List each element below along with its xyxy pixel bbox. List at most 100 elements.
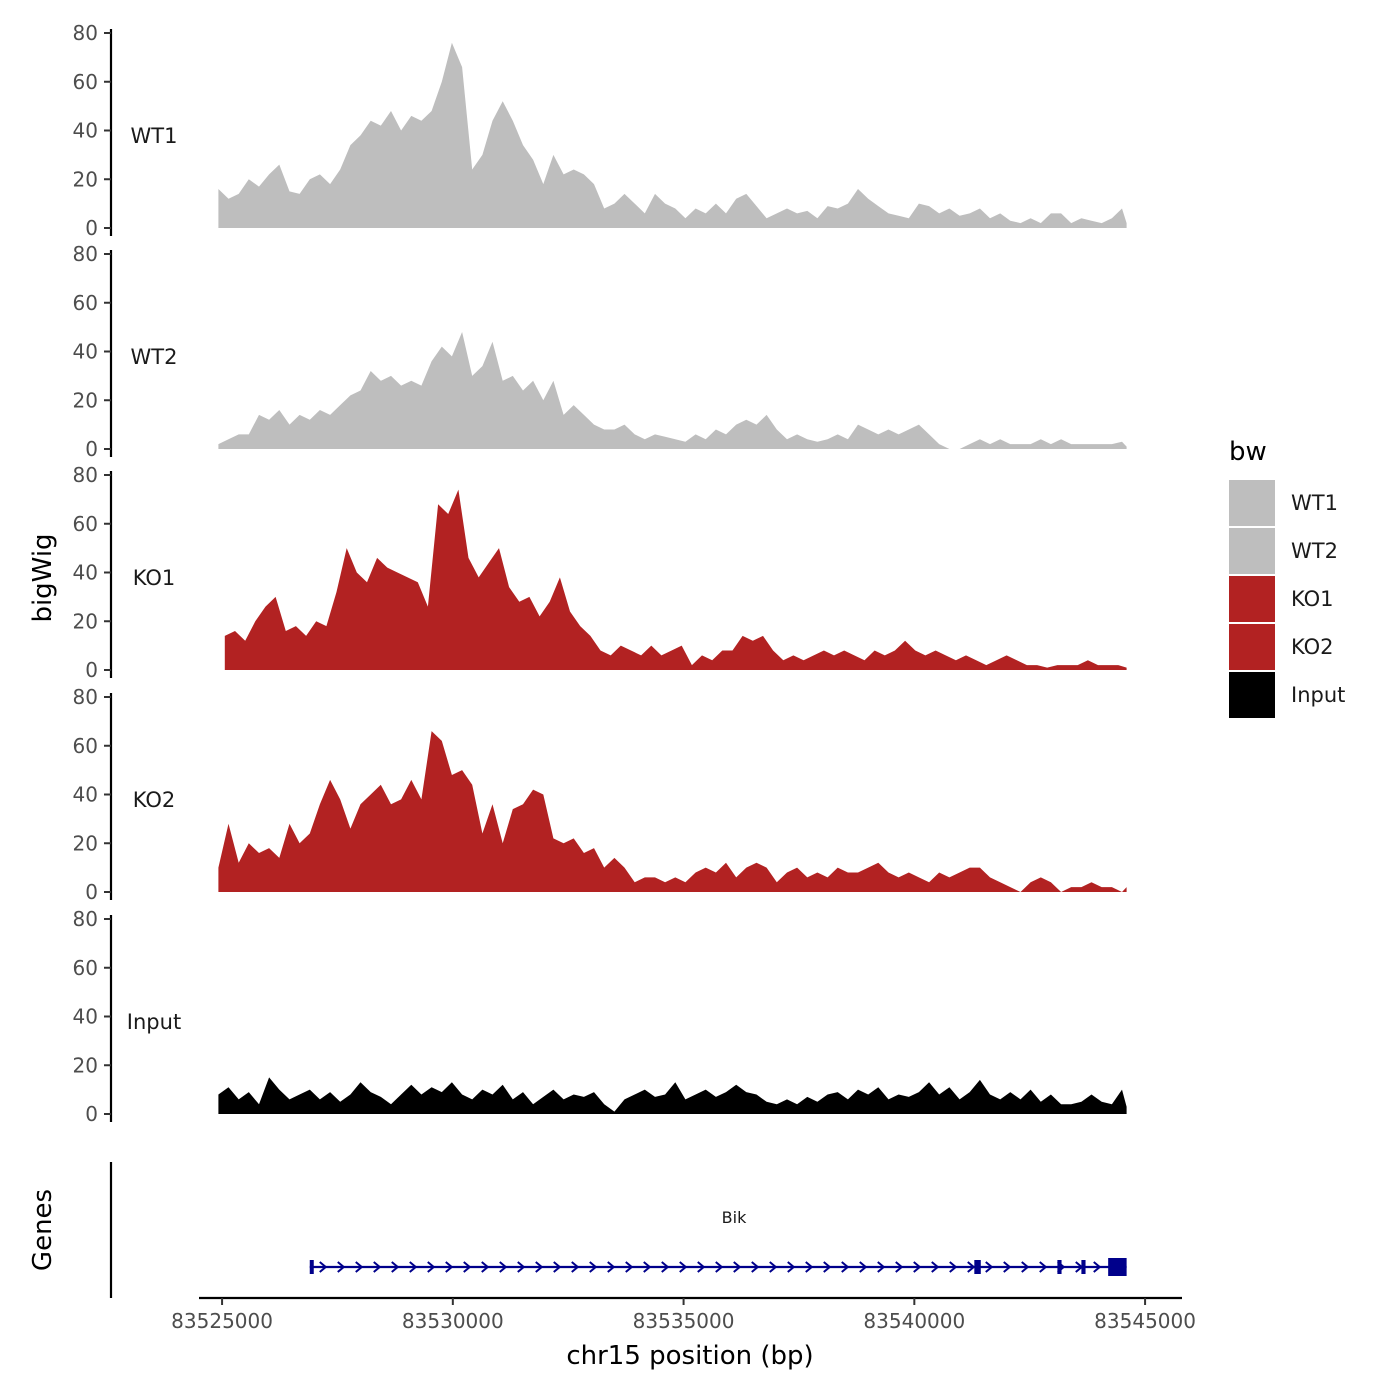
- gene-track: Genes Bik: [28, 1162, 1127, 1298]
- track-wt1: 0 20 40 60 80 WT1: [73, 21, 1127, 240]
- y-tick-label: 20: [73, 167, 98, 191]
- strand-arrow: [715, 1261, 724, 1273]
- y-tick-label: 80: [73, 21, 98, 45]
- strand-arrow: [787, 1261, 796, 1273]
- strand-arrow: [445, 1261, 454, 1273]
- strand-arrow: [1003, 1261, 1012, 1273]
- strand-arrow: [427, 1261, 436, 1273]
- strand-arrow: [931, 1261, 940, 1273]
- strand-arrow: [319, 1261, 328, 1273]
- strand-arrow: [751, 1261, 760, 1273]
- area-input: [218, 1077, 1127, 1114]
- legend-label-wt2: WT2: [1291, 539, 1338, 563]
- strand-arrow: [625, 1261, 634, 1273]
- strand-arrow: [499, 1261, 508, 1273]
- strand-arrow: [589, 1261, 598, 1273]
- legend-key-wt2: [1229, 528, 1275, 574]
- track-label-wt2: WT2: [131, 345, 178, 369]
- y-tick-label: 0: [85, 437, 98, 461]
- y-tick-label: 60: [73, 512, 98, 536]
- area-ko1: [224, 489, 1127, 670]
- strand-arrow: [841, 1261, 850, 1273]
- strand-arrow: [877, 1261, 886, 1273]
- legend-title: bw: [1229, 437, 1267, 467]
- track-label-input: Input: [127, 1010, 181, 1034]
- track-ko1: 0 20 40 60 80 KO1: [73, 463, 1127, 682]
- area-wt1: [218, 42, 1127, 228]
- gene-exon: [1081, 1260, 1086, 1274]
- genes-axis-title: Genes: [28, 1189, 58, 1271]
- track-label-ko2: KO2: [133, 788, 176, 812]
- strand-arrow: [769, 1261, 778, 1273]
- gene-exon: [1057, 1260, 1062, 1274]
- track-input: 0 20 40 60 80 Input: [73, 907, 1127, 1126]
- y-tick-label: 60: [73, 956, 98, 980]
- x-tick-label: 83530000: [402, 1309, 504, 1333]
- track-label-wt1: WT1: [131, 124, 178, 148]
- strand-arrow: [571, 1261, 580, 1273]
- strand-arrow: [1039, 1261, 1048, 1273]
- legend: bw WT1 WT2 KO1 KO2 Input: [1229, 437, 1345, 718]
- track-ko2: 0 20 40 60 80 KO2: [73, 685, 1127, 904]
- x-tick-label: 83545000: [1094, 1309, 1196, 1333]
- strand-arrow: [553, 1261, 562, 1273]
- strand-arrow: [967, 1261, 976, 1273]
- strand-arrow: [607, 1261, 616, 1273]
- x-tick-label: 83525000: [171, 1309, 273, 1333]
- strand-arrow: [913, 1261, 922, 1273]
- strand-arrow: [517, 1261, 526, 1273]
- x-tick-label: 83540000: [863, 1309, 965, 1333]
- strand-arrow: [1021, 1261, 1030, 1273]
- legend-key-ko1: [1229, 576, 1275, 622]
- strand-arrow: [697, 1261, 706, 1273]
- x-axis: 83525000 83530000 83535000 83540000 83545000…: [171, 1296, 1196, 1371]
- gene-exon: [309, 1260, 314, 1274]
- track-wt2: 0 20 40 60 80 WT2: [73, 242, 1127, 461]
- strand-arrow: [481, 1261, 490, 1273]
- strand-arrow: [661, 1261, 670, 1273]
- strand-arrow: [409, 1261, 418, 1273]
- legend-label-input: Input: [1291, 683, 1345, 707]
- y-tick-label: 40: [73, 119, 98, 143]
- y-tick-label: 20: [73, 831, 98, 855]
- x-axis-title: chr15 position (bp): [566, 1341, 813, 1371]
- strand-arrow: [895, 1261, 904, 1273]
- y-tick-label: 0: [85, 216, 98, 240]
- legend-entries: WT1 WT2 KO1 KO2 Input: [1229, 480, 1345, 718]
- legend-key-wt1: [1229, 480, 1275, 526]
- y-tick-label: 80: [73, 685, 98, 709]
- y-tick-label: 40: [73, 340, 98, 364]
- track-label-ko1: KO1: [133, 566, 176, 590]
- strand-arrow: [391, 1261, 400, 1273]
- y-tick-label: 80: [73, 242, 98, 266]
- y-tick-label: 40: [73, 783, 98, 807]
- bigwig-tracks: 0 20 40 60 80 WT1 0 20 40 60 80 WT2 0 20 40 60 80 KO1 0 20 4…: [73, 21, 1127, 1126]
- strand-arrow: [535, 1261, 544, 1273]
- y-axis-title: bigWig: [28, 533, 58, 622]
- gene-label: Bik: [722, 1208, 747, 1227]
- y-tick-label: 60: [73, 291, 98, 315]
- y-tick-label: 0: [85, 1102, 98, 1126]
- strand-arrow: [949, 1261, 958, 1273]
- legend-key-input: [1229, 672, 1275, 718]
- legend-key-ko2: [1229, 624, 1275, 670]
- legend-label-wt1: WT1: [1291, 491, 1338, 515]
- strand-arrow: [679, 1261, 688, 1273]
- y-tick-label: 0: [85, 880, 98, 904]
- y-tick-label: 80: [73, 907, 98, 931]
- area-wt2: [218, 332, 1127, 449]
- legend-label-ko2: KO2: [1291, 635, 1334, 659]
- strand-arrow: [337, 1261, 346, 1273]
- strand-arrow: [823, 1261, 832, 1273]
- y-tick-label: 20: [73, 1053, 98, 1077]
- area-ko2: [218, 731, 1127, 892]
- x-ticks: 83525000 83530000 83535000 83540000 83545000: [171, 1298, 1196, 1333]
- strand-arrow: [643, 1261, 652, 1273]
- y-tick-label: 60: [73, 734, 98, 758]
- legend-label-ko1: KO1: [1291, 587, 1334, 611]
- strand-arrow: [355, 1261, 364, 1273]
- strand-arrow: [859, 1261, 868, 1273]
- strand-arrow: [733, 1261, 742, 1273]
- strand-arrow: [373, 1261, 382, 1273]
